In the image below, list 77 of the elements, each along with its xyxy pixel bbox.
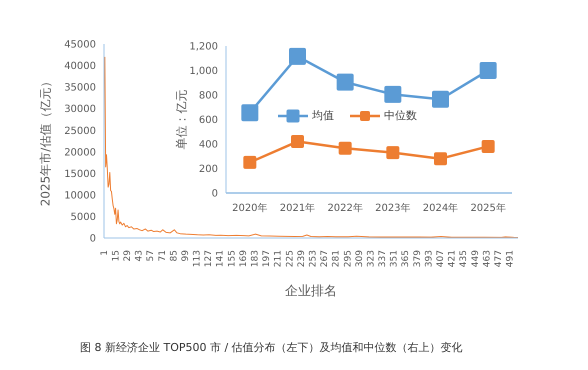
x-tick-label: 267: [320, 250, 330, 268]
caption: 图 8 新经济企业 TOP500 市 / 估值分布（左下）及均值和中位数（右上）变化: [80, 340, 463, 355]
x-tick-label: 491: [506, 250, 516, 268]
point: [480, 62, 497, 79]
x-tick-label: 183: [250, 250, 261, 268]
x-tick-label: 225: [285, 250, 296, 268]
point: [336, 74, 354, 91]
point: [338, 142, 352, 155]
point: [289, 48, 306, 65]
x-tick-label: 155: [227, 250, 238, 268]
y-tick-label: 600: [198, 115, 218, 126]
x-tick-label: 379: [412, 250, 423, 268]
x-tick-label: 2025年: [470, 202, 506, 214]
x-tick-label: 337: [378, 250, 388, 268]
x-axis-title: 企业排名: [285, 284, 337, 299]
y-tick-label: 20000: [64, 147, 96, 158]
x-tick-label: 281: [332, 250, 342, 268]
y-tick-label: 0: [90, 234, 96, 245]
x-tick-label: 421: [448, 250, 458, 268]
y-tick-label: 40000: [64, 61, 96, 72]
y-tick-label: 800: [198, 90, 218, 102]
x-tick-label: 211: [274, 250, 284, 268]
x-tick-label: 463: [482, 250, 492, 268]
point: [434, 152, 447, 166]
x-tick-label: 295: [343, 250, 354, 268]
point: [384, 86, 402, 103]
x-tick-label: 1: [100, 250, 110, 256]
x-tick-label: 2023年: [375, 202, 411, 214]
point: [482, 140, 495, 153]
point: [243, 156, 256, 169]
x-tick-label: 253: [308, 250, 318, 268]
x-tick-label: 393: [424, 250, 434, 268]
x-tick-label: 2021年: [280, 202, 316, 214]
x-tick-label: 407: [436, 250, 446, 268]
y-tick-label: 25000: [64, 126, 96, 137]
x-tick-label: 323: [366, 250, 376, 268]
point: [241, 104, 258, 122]
legend-label: 均值: [311, 108, 334, 123]
y-tick-label: 10000: [64, 190, 96, 202]
x-tick-label: 2024年: [422, 202, 458, 214]
y-tick-label: 30000: [64, 104, 96, 116]
y-tick-label: 45000: [64, 40, 96, 51]
x-tick-label: 435: [459, 250, 470, 268]
x-tick-label: 127: [204, 250, 214, 268]
x-tick-label: 2022年: [327, 202, 363, 214]
x-tick-label: 197: [262, 250, 272, 268]
legend-label: 中位数: [383, 108, 417, 123]
x-tick-label: 309: [354, 250, 365, 268]
point: [432, 90, 449, 108]
y-tick-label: 400: [198, 140, 218, 151]
y-tick-label: 200: [198, 164, 218, 176]
y-tick-label: 5000: [70, 212, 96, 223]
x-tick-label: 57: [146, 250, 156, 262]
y-tick-label: 1,000: [189, 66, 218, 78]
x-tick-label: 351: [390, 250, 400, 268]
x-tick-label: 71: [158, 250, 168, 262]
point: [386, 146, 400, 160]
x-tick-label: 29: [123, 250, 134, 262]
x-tick-label: 15: [111, 250, 122, 262]
y-tick-label: 15000: [64, 168, 96, 180]
y-axis-title: 单位：亿元: [174, 90, 188, 150]
x-tick-label: 43: [134, 250, 145, 262]
y-axis-title: 2025年市/估值（亿元）: [38, 76, 52, 206]
x-tick-label: 477: [494, 250, 504, 268]
x-tick-label: 85: [169, 250, 180, 262]
x-tick-label: 99: [180, 250, 191, 262]
y-tick-label: 1,200: [189, 42, 218, 53]
x-tick-label: 239: [296, 250, 307, 268]
x-tick-label: 2020年: [232, 202, 268, 214]
x-tick-label: 113: [192, 250, 203, 268]
x-tick-label: 365: [401, 250, 412, 268]
x-tick-label: 449: [470, 250, 481, 268]
y-tick-label: 0: [212, 188, 218, 200]
y-tick-label: 35000: [64, 82, 96, 94]
x-tick-label: 169: [238, 250, 249, 268]
x-tick-label: 141: [216, 250, 226, 268]
point: [291, 135, 304, 148]
